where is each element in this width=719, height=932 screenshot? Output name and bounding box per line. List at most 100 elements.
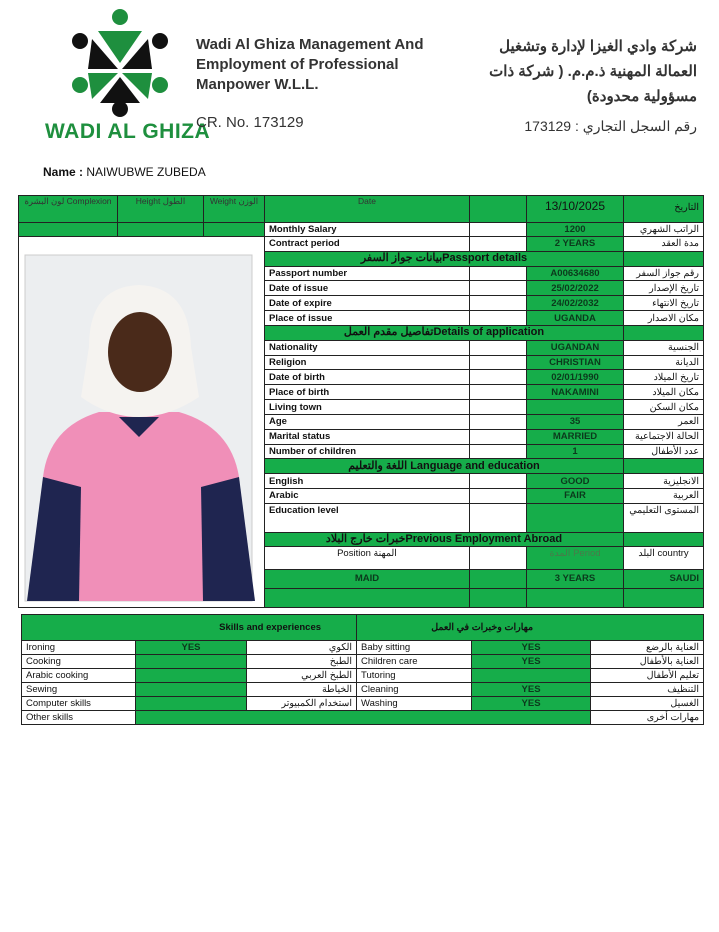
section-title: خبرات خارج البلادPrevious Employment Abr… — [264, 531, 624, 548]
section-blank — [623, 458, 704, 475]
field-row: Nationality UGANDAN الجنسية — [19, 339, 704, 356]
field-label-ar: تاريخ الإصدار — [623, 280, 704, 297]
blank-cell — [469, 310, 527, 326]
field-label-ar: رقم جواز السفر — [623, 265, 704, 282]
section-title: اللغة والتعليم Language and education — [264, 458, 624, 475]
blank-cell — [469, 502, 527, 533]
field-value: UGANDA — [526, 310, 624, 326]
field-row: Date of expire 24/02/2032 تاريخ الانتهاء — [19, 295, 704, 312]
section-blank — [623, 324, 704, 341]
skill-label: Sewing — [21, 682, 136, 697]
field-value: MARRIED — [526, 428, 624, 445]
section-header-row: بيانات جواز السفرPassport details — [19, 250, 704, 267]
skill-label-ar: التنظيف — [590, 682, 705, 697]
field-label-ar: مدة العقد — [623, 236, 704, 252]
logo-text: WADI AL GHIZA — [45, 120, 211, 143]
skill-value: YES — [471, 682, 592, 697]
field-row: Arabic FAIR العربية — [19, 488, 704, 504]
field-row: Education level المستوى التعليمي — [19, 502, 704, 533]
skill-value: YES — [135, 640, 247, 655]
employment-empty-row — [19, 587, 704, 609]
skills-title-en: Skills and experiences — [20, 614, 358, 641]
field-label: Marital status — [264, 428, 470, 445]
date-label-ar: التاريخ — [623, 195, 704, 223]
skills-title-ar: مهارات وخبرات في العمل — [356, 614, 705, 641]
skill-row: Cooking الطبخ Children care YES العناية بالأ… — [21, 654, 705, 669]
field-label-ar: الجنسية — [623, 339, 704, 356]
field-value: 2 YEARS — [526, 236, 624, 252]
field-row: Contract period 2 YEARS مدة العقد — [18, 236, 704, 608]
field-row: Monthly Salary 1200 الراتب الشهري — [18, 222, 704, 237]
field-label: Place of birth — [264, 384, 470, 401]
date-label: Date — [264, 195, 470, 223]
skill-label-ar: استخدام الكمبيوتر — [245, 696, 358, 711]
skill-label-ar: الطبخ — [245, 654, 358, 669]
blank-cell — [469, 265, 527, 282]
skill-value — [471, 668, 592, 683]
skill-label: Computer skills — [21, 696, 136, 711]
date-value: 13/10/2025 — [526, 195, 624, 223]
other-skills-label-ar: مهارات أخرى — [590, 710, 705, 725]
blank-cell — [469, 413, 527, 430]
skill-label: Ironing — [21, 640, 136, 655]
field-label-ar: مكان الاصدار — [623, 310, 704, 326]
skill-label-ar: العناية بالرضع — [590, 640, 705, 655]
name-label: Name : — [43, 165, 84, 179]
section-header-row: تفاصيل مقدم العملDetails of application — [19, 324, 704, 341]
field-value: 25/02/2022 — [526, 280, 624, 297]
field-value: A00634680 — [526, 265, 624, 282]
header-row: لون البشرة Complexion Height الطول Weigh… — [18, 195, 704, 223]
blank-cell — [469, 295, 527, 312]
section-title: تفاصيل مقدم العملDetails of application — [264, 324, 624, 341]
skill-row: Sewing الخياطة Cleaning YES التنظيف — [21, 682, 705, 697]
field-value: UGANDAN — [526, 339, 624, 356]
field-value: CHRISTIAN — [526, 354, 624, 371]
skill-value — [135, 654, 247, 669]
field-value: 1 — [526, 443, 624, 460]
section-title: بيانات جواز السفرPassport details — [264, 250, 624, 267]
blank-cell — [469, 428, 527, 445]
section-header-row: خبرات خارج البلادPrevious Employment Abr… — [19, 531, 704, 548]
skill-label: Tutoring — [356, 668, 473, 683]
field-label-ar: تاريخ الانتهاء — [623, 295, 704, 312]
field-label: Nationality — [264, 339, 470, 356]
field-value: GOOD — [526, 473, 624, 490]
empty-cell — [623, 587, 704, 609]
skills-header-row: Skills and experiences مهارات وخبرات في … — [20, 614, 705, 641]
left-attribute-cell — [203, 222, 265, 237]
blank-cell — [469, 443, 527, 460]
field-label-ar: الراتب الشهري — [623, 222, 704, 237]
field-label: Passport number — [264, 265, 470, 282]
skill-label: Washing — [356, 696, 473, 711]
field-label-ar: الحالة الاجتماعية — [623, 428, 704, 445]
blank-cell — [469, 399, 527, 415]
field-value: 1200 — [526, 222, 624, 237]
field-label: Monthly Salary — [264, 222, 470, 237]
field-label-ar: عدد الأطفال — [623, 443, 704, 460]
field-value: FAIR — [526, 488, 624, 504]
blank-cell — [469, 568, 527, 589]
field-label-ar: الديانة — [623, 354, 704, 371]
field-row: Passport number A00634680 رقم جواز السفر — [19, 265, 704, 282]
employment-position: MAID — [264, 568, 470, 589]
field-value: 35 — [526, 413, 624, 430]
skill-label: Cleaning — [356, 682, 473, 697]
empty-cell — [264, 587, 470, 609]
field-row: Marital status MARRIED الحالة الاجتماعية — [19, 428, 704, 445]
country-label: البلد country — [623, 546, 704, 570]
blank-cell — [469, 222, 527, 237]
blank-cell — [469, 195, 527, 223]
field-value — [526, 399, 624, 415]
field-label: English — [264, 473, 470, 490]
name-value: NAIWUBWE ZUBEDA — [86, 165, 206, 179]
field-value: 02/01/1990 — [526, 369, 624, 386]
field-label: Number of children — [264, 443, 470, 460]
employment-labels-row: Position المهنة المدة Period البلد country — [19, 546, 704, 570]
blank-cell — [469, 384, 527, 401]
skill-row: Ironing YES الكوي Baby sitting YES العناية با… — [21, 640, 705, 655]
empty-cell — [469, 587, 527, 609]
cr-number-ar: رقم السجل التجاري : 173129 — [524, 118, 697, 134]
blank-cell — [469, 488, 527, 504]
skill-label: Cooking — [21, 654, 136, 669]
field-label: Date of issue — [264, 280, 470, 297]
